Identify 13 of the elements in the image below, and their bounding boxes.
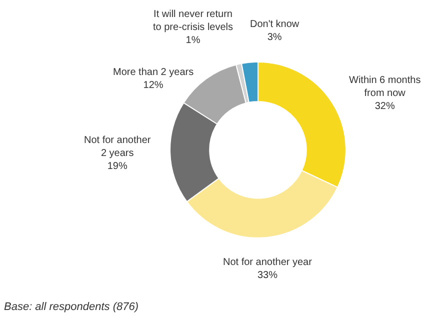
data-label: 32%	[374, 101, 395, 112]
data-label: 12%	[143, 80, 164, 91]
slice-label: Within 6 months from now	[349, 75, 421, 99]
slice-label: Don't know	[250, 19, 300, 30]
slice-label: More than 2 years	[113, 67, 194, 78]
slice-label: Not for another year	[223, 257, 313, 268]
slice-label: Not for another 2 years	[84, 135, 152, 159]
data-label: 3%	[267, 32, 282, 43]
data-label: 1%	[186, 35, 200, 46]
text: Base: all respondents (876)	[4, 301, 139, 313]
data-label: 19%	[107, 161, 128, 172]
data-label: 33%	[257, 270, 278, 281]
slice-label: It will never return to pre-crisis levels	[153, 9, 234, 33]
